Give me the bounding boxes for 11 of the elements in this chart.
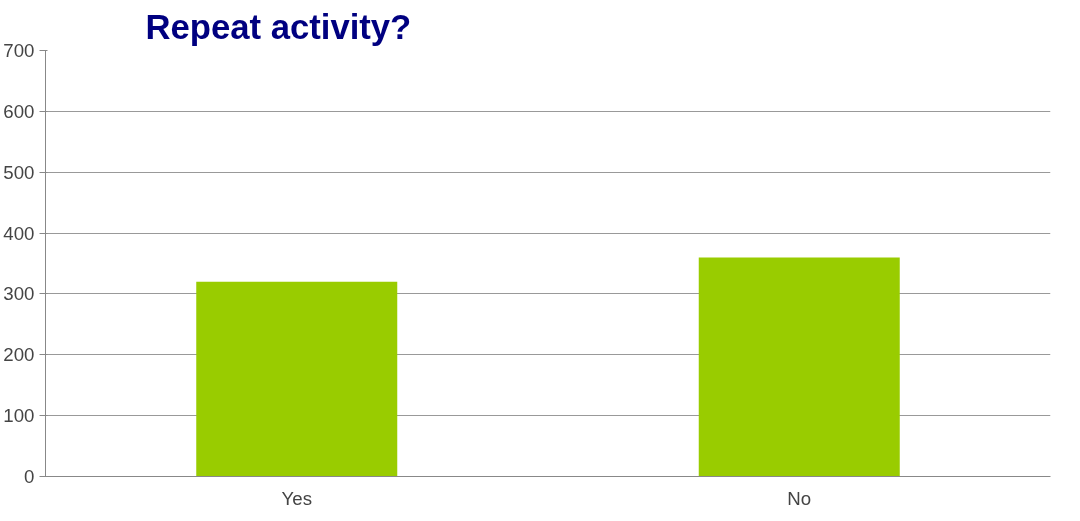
y-tick-label: 100 — [3, 405, 35, 427]
y-tick-label: 200 — [3, 344, 35, 366]
y-tick-label: 400 — [3, 222, 35, 244]
x-tick-label: Yes — [281, 487, 312, 509]
y-tick-label: 0 — [24, 466, 35, 487]
y-tick-label: 300 — [3, 283, 35, 305]
y-tick-label: 700 — [3, 40, 35, 61]
y-tick-label: 500 — [3, 161, 35, 183]
y-tick-label: 600 — [3, 100, 35, 122]
x-tick-label: No — [787, 487, 812, 509]
chart-title: Repeat activity? — [145, 7, 412, 46]
